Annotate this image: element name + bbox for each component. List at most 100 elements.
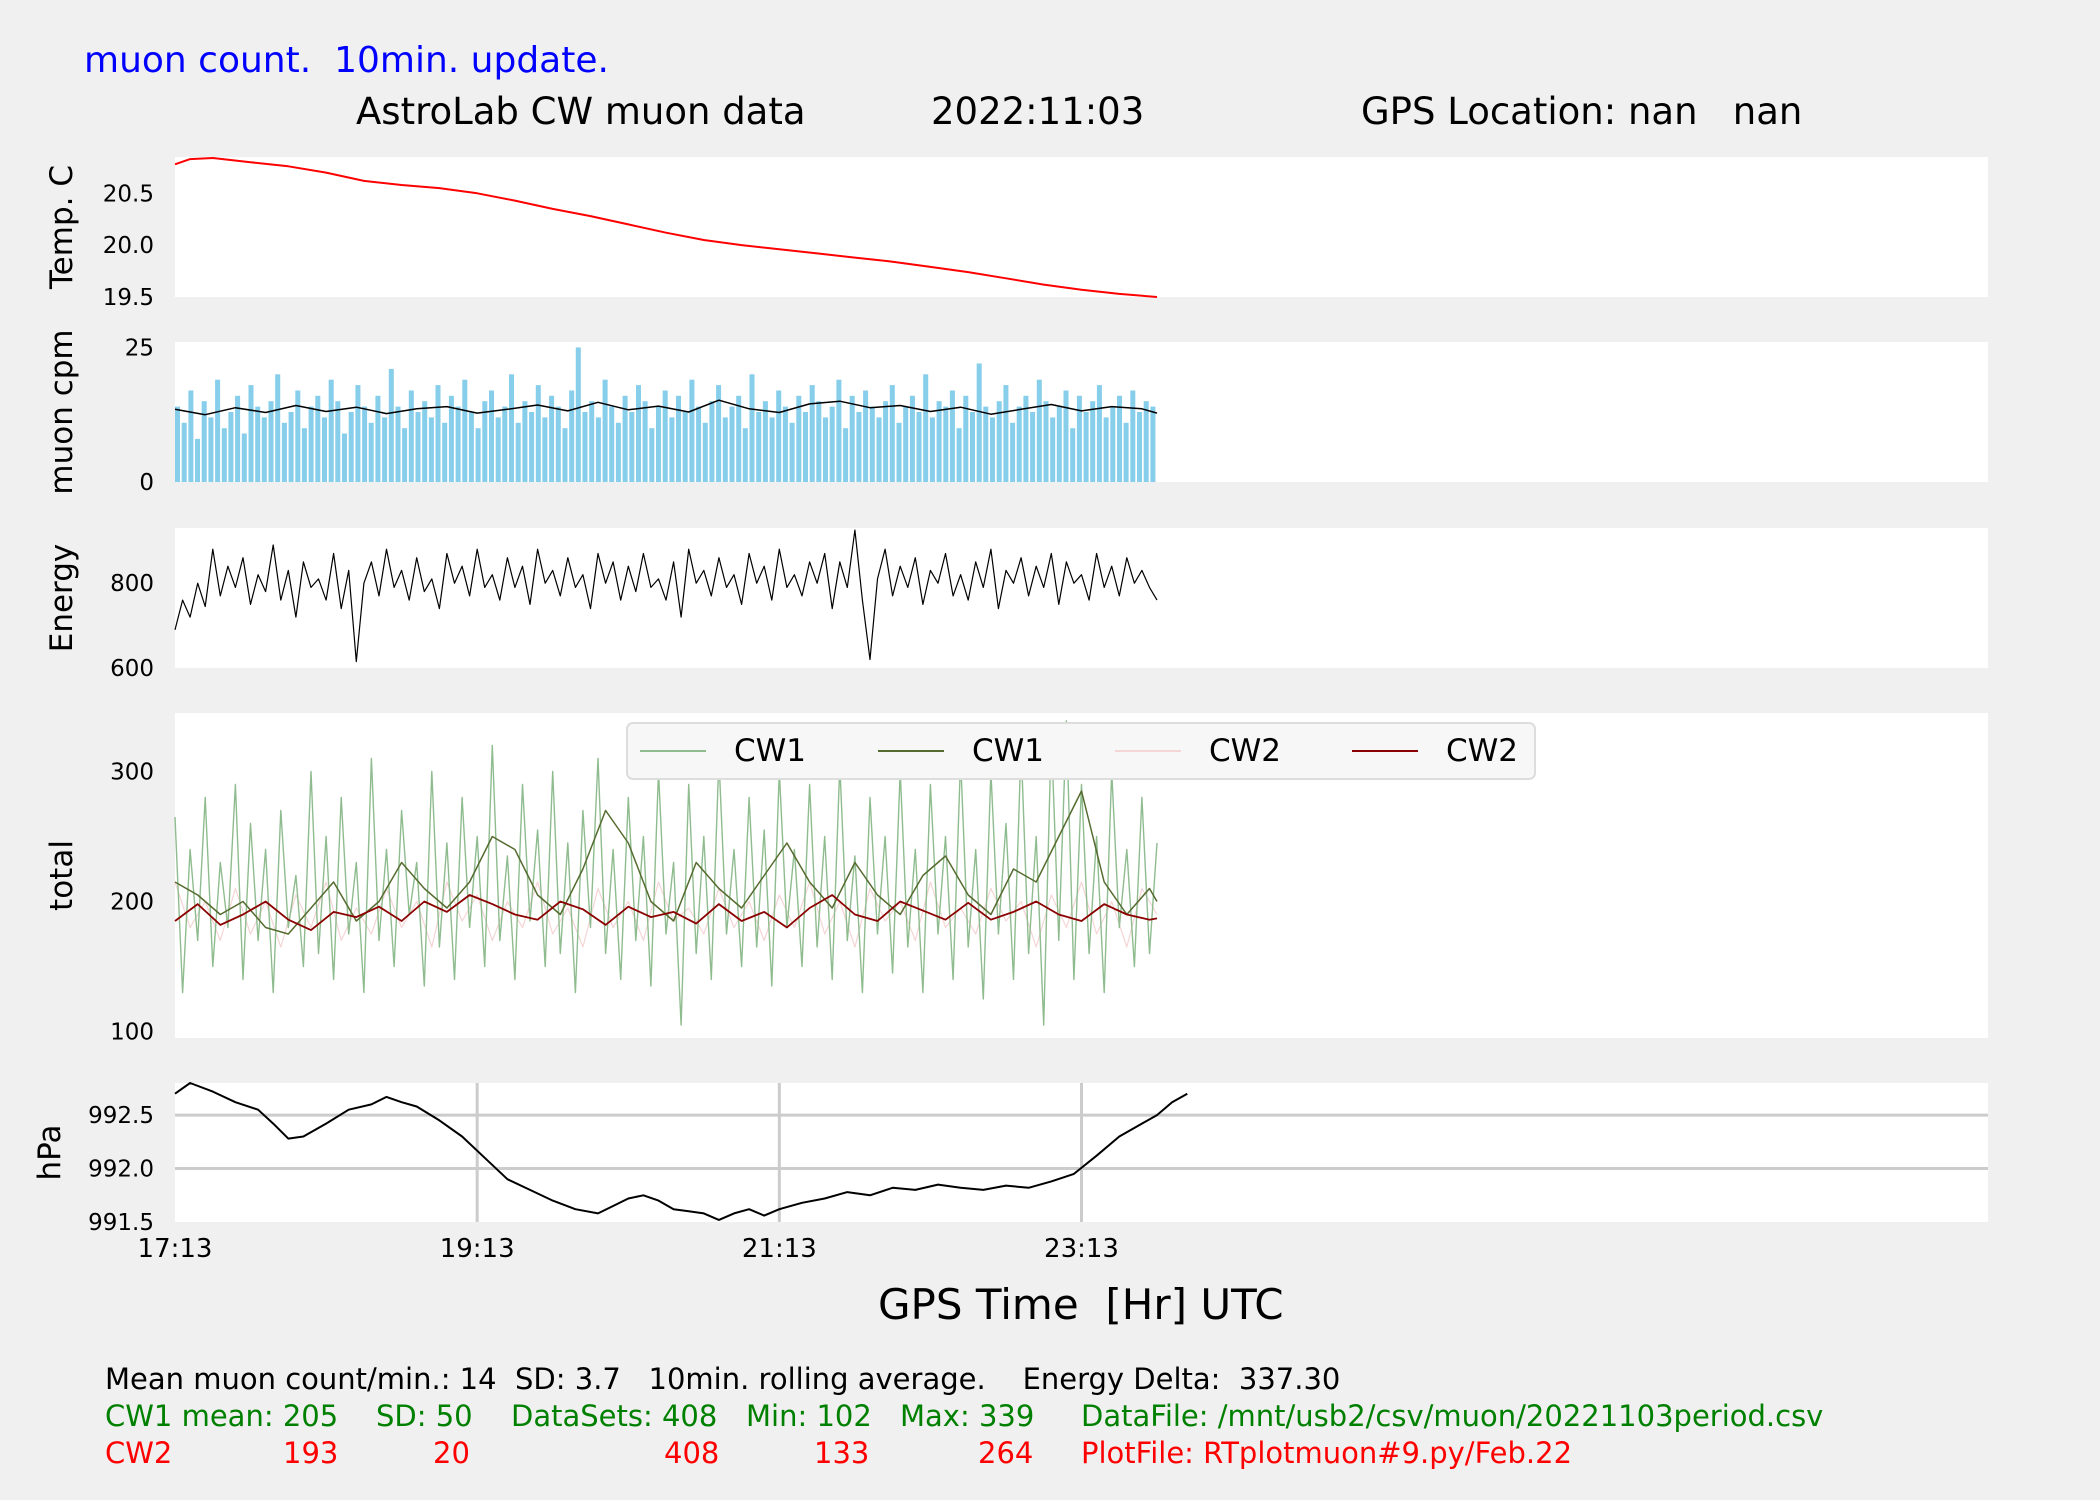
- cpm-bar: [629, 412, 635, 482]
- cw1-mean: CW1 mean: 205: [105, 1399, 339, 1433]
- cw2-datasets: 408: [664, 1436, 720, 1470]
- cpm-bar: [809, 385, 815, 482]
- cpm-bar: [569, 390, 575, 482]
- cpm-rolling-average-line: [174, 399, 1158, 416]
- cpm-bar: [602, 379, 608, 482]
- cpm-bar: [789, 422, 795, 482]
- cpm-bar: [676, 395, 682, 482]
- x-tick-label: 17:13: [138, 1234, 213, 1264]
- cpm-bar: [869, 406, 875, 482]
- cpm-bar: [762, 401, 768, 482]
- cpm-bar: [1050, 417, 1056, 482]
- cpm-bar: [328, 379, 334, 482]
- cpm-bar: [181, 422, 187, 482]
- cpm-bar: [241, 433, 247, 482]
- cpm-bar: [1103, 417, 1109, 482]
- cpm-bar: [348, 412, 354, 482]
- cpm-bar: [742, 428, 748, 482]
- panel-1: 19.5 20.0 20.5 Temp. C: [44, 157, 1988, 311]
- cpm-bar: [388, 368, 394, 482]
- y-axis-label: total: [44, 840, 80, 911]
- cpm-bar: [1096, 385, 1102, 482]
- y-tick-label: 20.5: [103, 181, 154, 207]
- cpm-bar: [562, 428, 568, 482]
- cpm-bar: [749, 374, 755, 482]
- cpm-bar: [996, 401, 1002, 482]
- cpm-bar: [382, 417, 388, 482]
- cpm-bar: [729, 406, 735, 482]
- cpm-bar: [823, 417, 829, 482]
- stats-summary: Mean muon count/min.: 14 SD: 3.7 10min. …: [105, 1362, 1341, 1396]
- cpm-bar: [549, 395, 555, 482]
- cpm-bar: [903, 406, 909, 482]
- y-tick-label: 600: [110, 656, 154, 682]
- cpm-bar: [949, 390, 955, 482]
- cpm-bar: [803, 412, 809, 482]
- cpm-bar: [896, 422, 902, 482]
- cpm-bar: [502, 406, 508, 482]
- x-tick-label: 23:13: [1044, 1234, 1119, 1264]
- cpm-bar: [883, 401, 889, 482]
- temperature-line: [174, 157, 1158, 298]
- cpm-bar: [843, 428, 849, 482]
- cpm-bar: [716, 385, 722, 482]
- cpm-bar: [1010, 422, 1016, 482]
- cpm-bar: [649, 428, 655, 482]
- y-axis-label: muon cpm: [44, 329, 80, 494]
- cpm-bar: [201, 401, 207, 482]
- cpm-bar: [609, 406, 615, 482]
- cpm-bar: [522, 401, 528, 482]
- cpm-bar: [1110, 406, 1116, 482]
- cpm-bar: [308, 406, 314, 482]
- cpm-bar: [863, 390, 869, 482]
- y-tick-label: 992.5: [88, 1103, 154, 1129]
- cpm-bar: [235, 395, 241, 482]
- cpm-bar: [929, 417, 935, 482]
- cpm-bar: [642, 401, 648, 482]
- cpm-bar: [228, 412, 234, 482]
- series-line-2: [174, 790, 1158, 935]
- update-note: muon count. 10min. update.: [84, 40, 609, 81]
- cpm-bar: [529, 412, 535, 482]
- cpm-bar: [301, 428, 307, 482]
- energy-line: [174, 529, 1158, 663]
- cpm-bar: [315, 395, 321, 482]
- cw2-plotfile: PlotFile: RTplotmuon#9.py/Feb.22: [1081, 1436, 1573, 1470]
- pressure-line: [174, 1082, 1188, 1221]
- legend-label: CW2: [1446, 733, 1518, 769]
- cpm-bar: [849, 395, 855, 482]
- cpm-bar: [956, 428, 962, 482]
- cpm-bar: [268, 401, 274, 482]
- cpm-bar: [876, 417, 882, 482]
- cpm-bar: [248, 385, 254, 482]
- cpm-bar: [261, 417, 267, 482]
- cpm-bar: [475, 428, 481, 482]
- cpm-bar: [689, 379, 695, 482]
- cpm-bar: [1150, 406, 1156, 482]
- cw1-datasets: DataSets: 408: [511, 1399, 718, 1433]
- x-tick-label: 21:13: [742, 1234, 817, 1264]
- cpm-bar: [1137, 412, 1143, 482]
- cpm-bar: [188, 390, 194, 482]
- cpm-bar: [368, 422, 374, 482]
- cpm-bar: [1090, 401, 1096, 482]
- cpm-bar: [175, 406, 181, 482]
- cpm-bar: [375, 395, 381, 482]
- cpm-bar: [1030, 412, 1036, 482]
- cpm-bar: [281, 422, 287, 482]
- cpm-bar: [722, 417, 728, 482]
- cpm-bar: [829, 406, 835, 482]
- cpm-bar: [709, 401, 715, 482]
- cpm-bar: [936, 401, 942, 482]
- cpm-bar: [342, 433, 348, 482]
- cpm-bar: [535, 385, 541, 482]
- cpm-bar: [415, 412, 421, 482]
- cpm-bar: [656, 406, 662, 482]
- chart-date: 2022:11:03: [931, 90, 1145, 133]
- y-tick-label: 992.0: [88, 1157, 154, 1183]
- cpm-bar: [448, 395, 454, 482]
- series-line-1: [174, 720, 1158, 1026]
- y-tick-label: 200: [110, 890, 154, 916]
- cw1-max: Max: 339: [900, 1399, 1035, 1433]
